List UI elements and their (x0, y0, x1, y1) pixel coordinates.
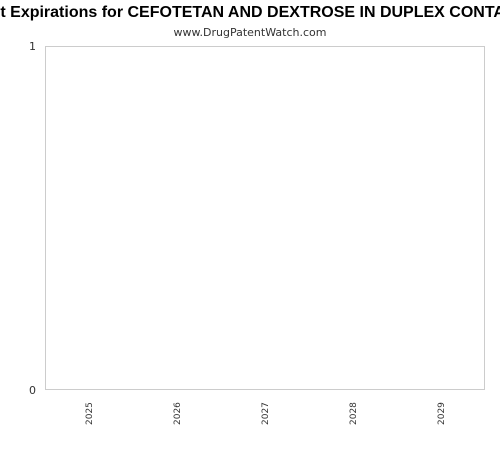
y-axis: 01 (29, 40, 36, 397)
chart-title: Patent Expirations for CEFOTETAN AND DEX… (0, 4, 500, 21)
x-tick-label-2027: 2027 (261, 402, 271, 425)
x-tick-label-2029: 2029 (437, 402, 447, 425)
x-tick-label-2028: 2028 (349, 402, 359, 425)
x-tick-label-2025: 2025 (85, 402, 95, 425)
y-tick-label-1: 1 (29, 40, 36, 53)
y-tick-label-0: 0 (29, 384, 36, 397)
x-axis: 2025 2026 2027 2028 2029 (85, 402, 447, 425)
plot-area (45, 46, 485, 390)
x-tick-label-2026: 2026 (173, 402, 183, 425)
chart-subtitle: www.DrugPatentWatch.com (174, 26, 327, 39)
